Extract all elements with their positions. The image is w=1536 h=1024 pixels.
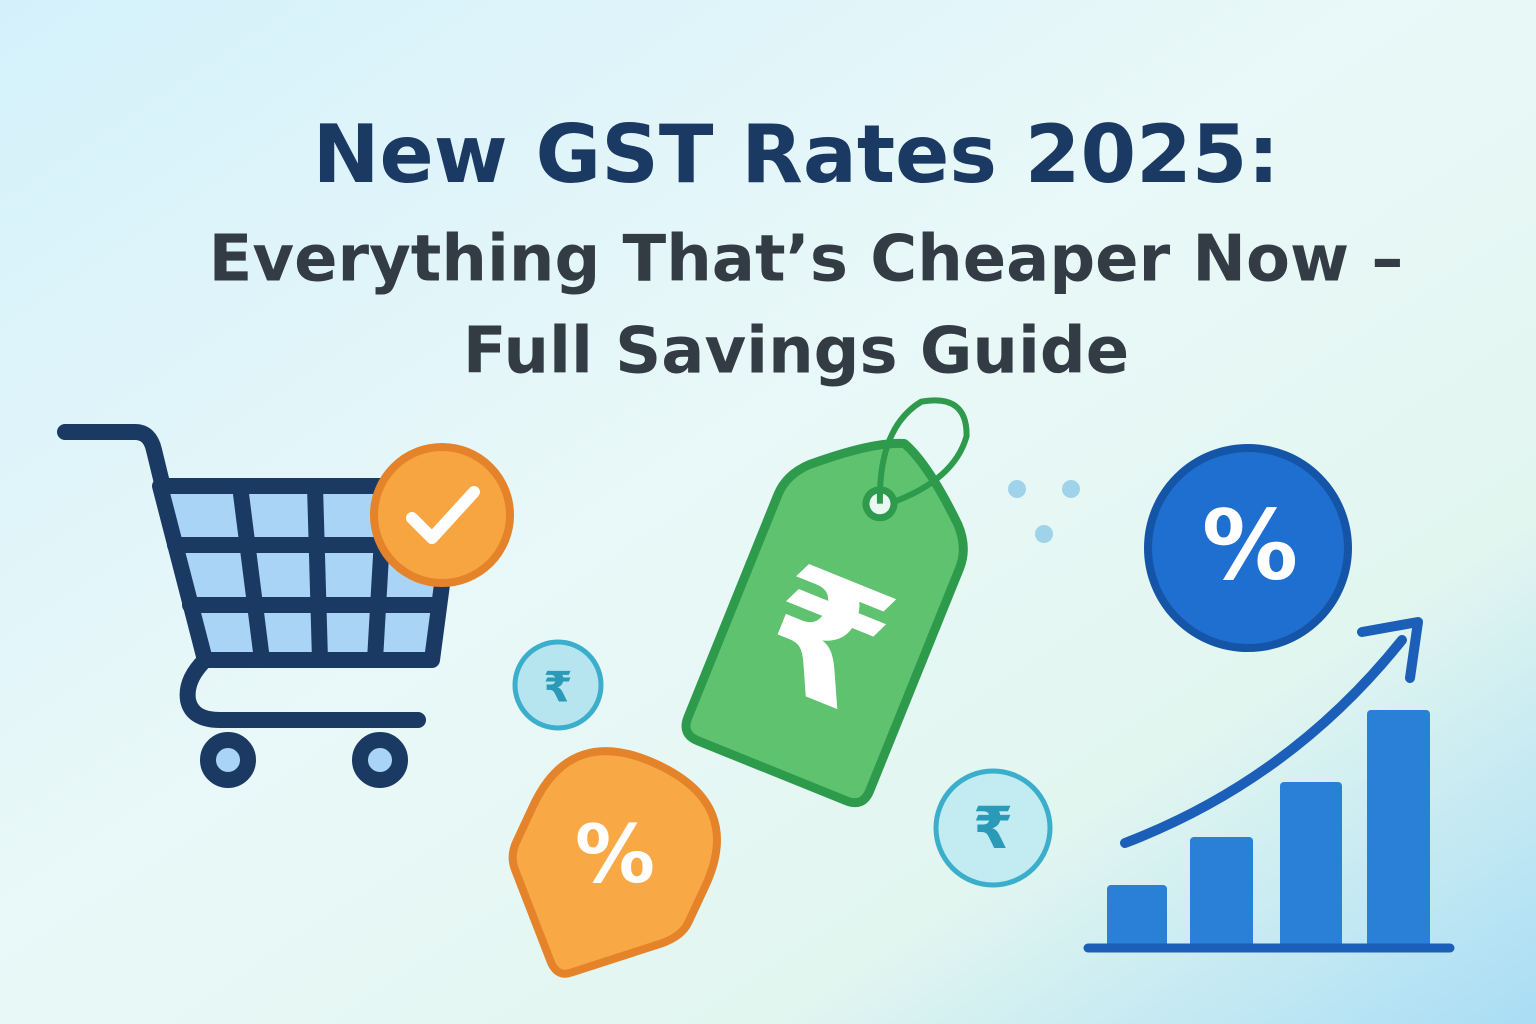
cart-grid (167, 478, 453, 668)
cart-base (179, 652, 426, 728)
title: New GST Rates 2025: (313, 108, 1280, 201)
dot (1035, 525, 1053, 543)
tag-body (681, 438, 968, 808)
tag-body (508, 747, 721, 978)
check-badge (370, 443, 514, 587)
coin (933, 768, 1053, 888)
dot (1062, 480, 1080, 498)
icon-bar (1280, 782, 1342, 948)
subtitle-line: Everything That’s Cheaper Now – (209, 223, 1404, 297)
percent-symbol: % (575, 808, 655, 901)
icon-bar (1367, 710, 1430, 948)
tag-hole (862, 486, 898, 522)
badge-circle (370, 443, 514, 587)
check-mark (406, 486, 480, 544)
percent-badge: % (1144, 444, 1352, 652)
tag-string (876, 397, 970, 506)
icon-bar (1107, 885, 1167, 948)
trend-arrow (1120, 635, 1407, 848)
dots (1008, 480, 1080, 543)
percent-symbol: % (1202, 489, 1298, 601)
rupee-coin: ₹ (933, 768, 1053, 888)
rupee-symbol: ₹ (973, 794, 1013, 862)
badge-circle (1144, 444, 1352, 652)
rupee-price-tag: ₹ (681, 397, 970, 808)
icon-bar (1190, 837, 1253, 948)
percent-tag: % (508, 747, 721, 978)
subtitle-line: Full Savings Guide (463, 315, 1129, 389)
cart-wheel (352, 732, 408, 788)
rupee-symbol: ₹ (543, 663, 572, 712)
rupee-coin-small: ₹ (512, 639, 604, 731)
cart-handle (57, 424, 213, 668)
coin (512, 639, 604, 731)
cart-wheel (200, 732, 256, 788)
headline: New GST Rates 2025: Everything That’s Ch… (209, 108, 1404, 389)
arrow-head (1357, 617, 1423, 683)
growth-chart-icon (1083, 617, 1455, 953)
dot (1008, 480, 1026, 498)
